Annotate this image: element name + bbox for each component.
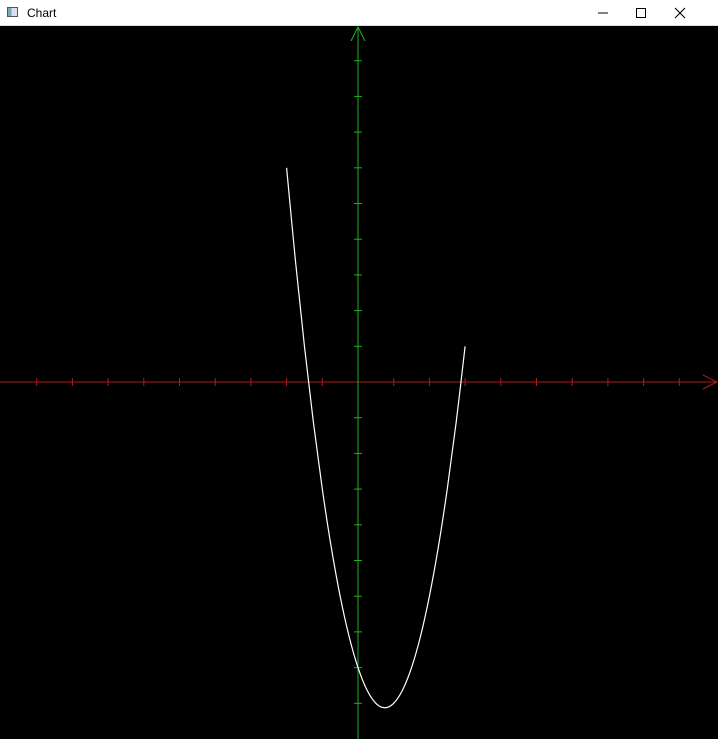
- window-title: Chart: [27, 6, 57, 20]
- title-bar: Chart: [0, 0, 718, 26]
- close-button[interactable]: [674, 7, 686, 19]
- x-axis-arrow: [702, 374, 718, 390]
- curve: [286, 167, 466, 709]
- window-controls: [598, 7, 686, 19]
- y-axis-arrow: [350, 25, 366, 42]
- app-icon: [7, 7, 18, 17]
- maximize-button[interactable]: [636, 8, 646, 18]
